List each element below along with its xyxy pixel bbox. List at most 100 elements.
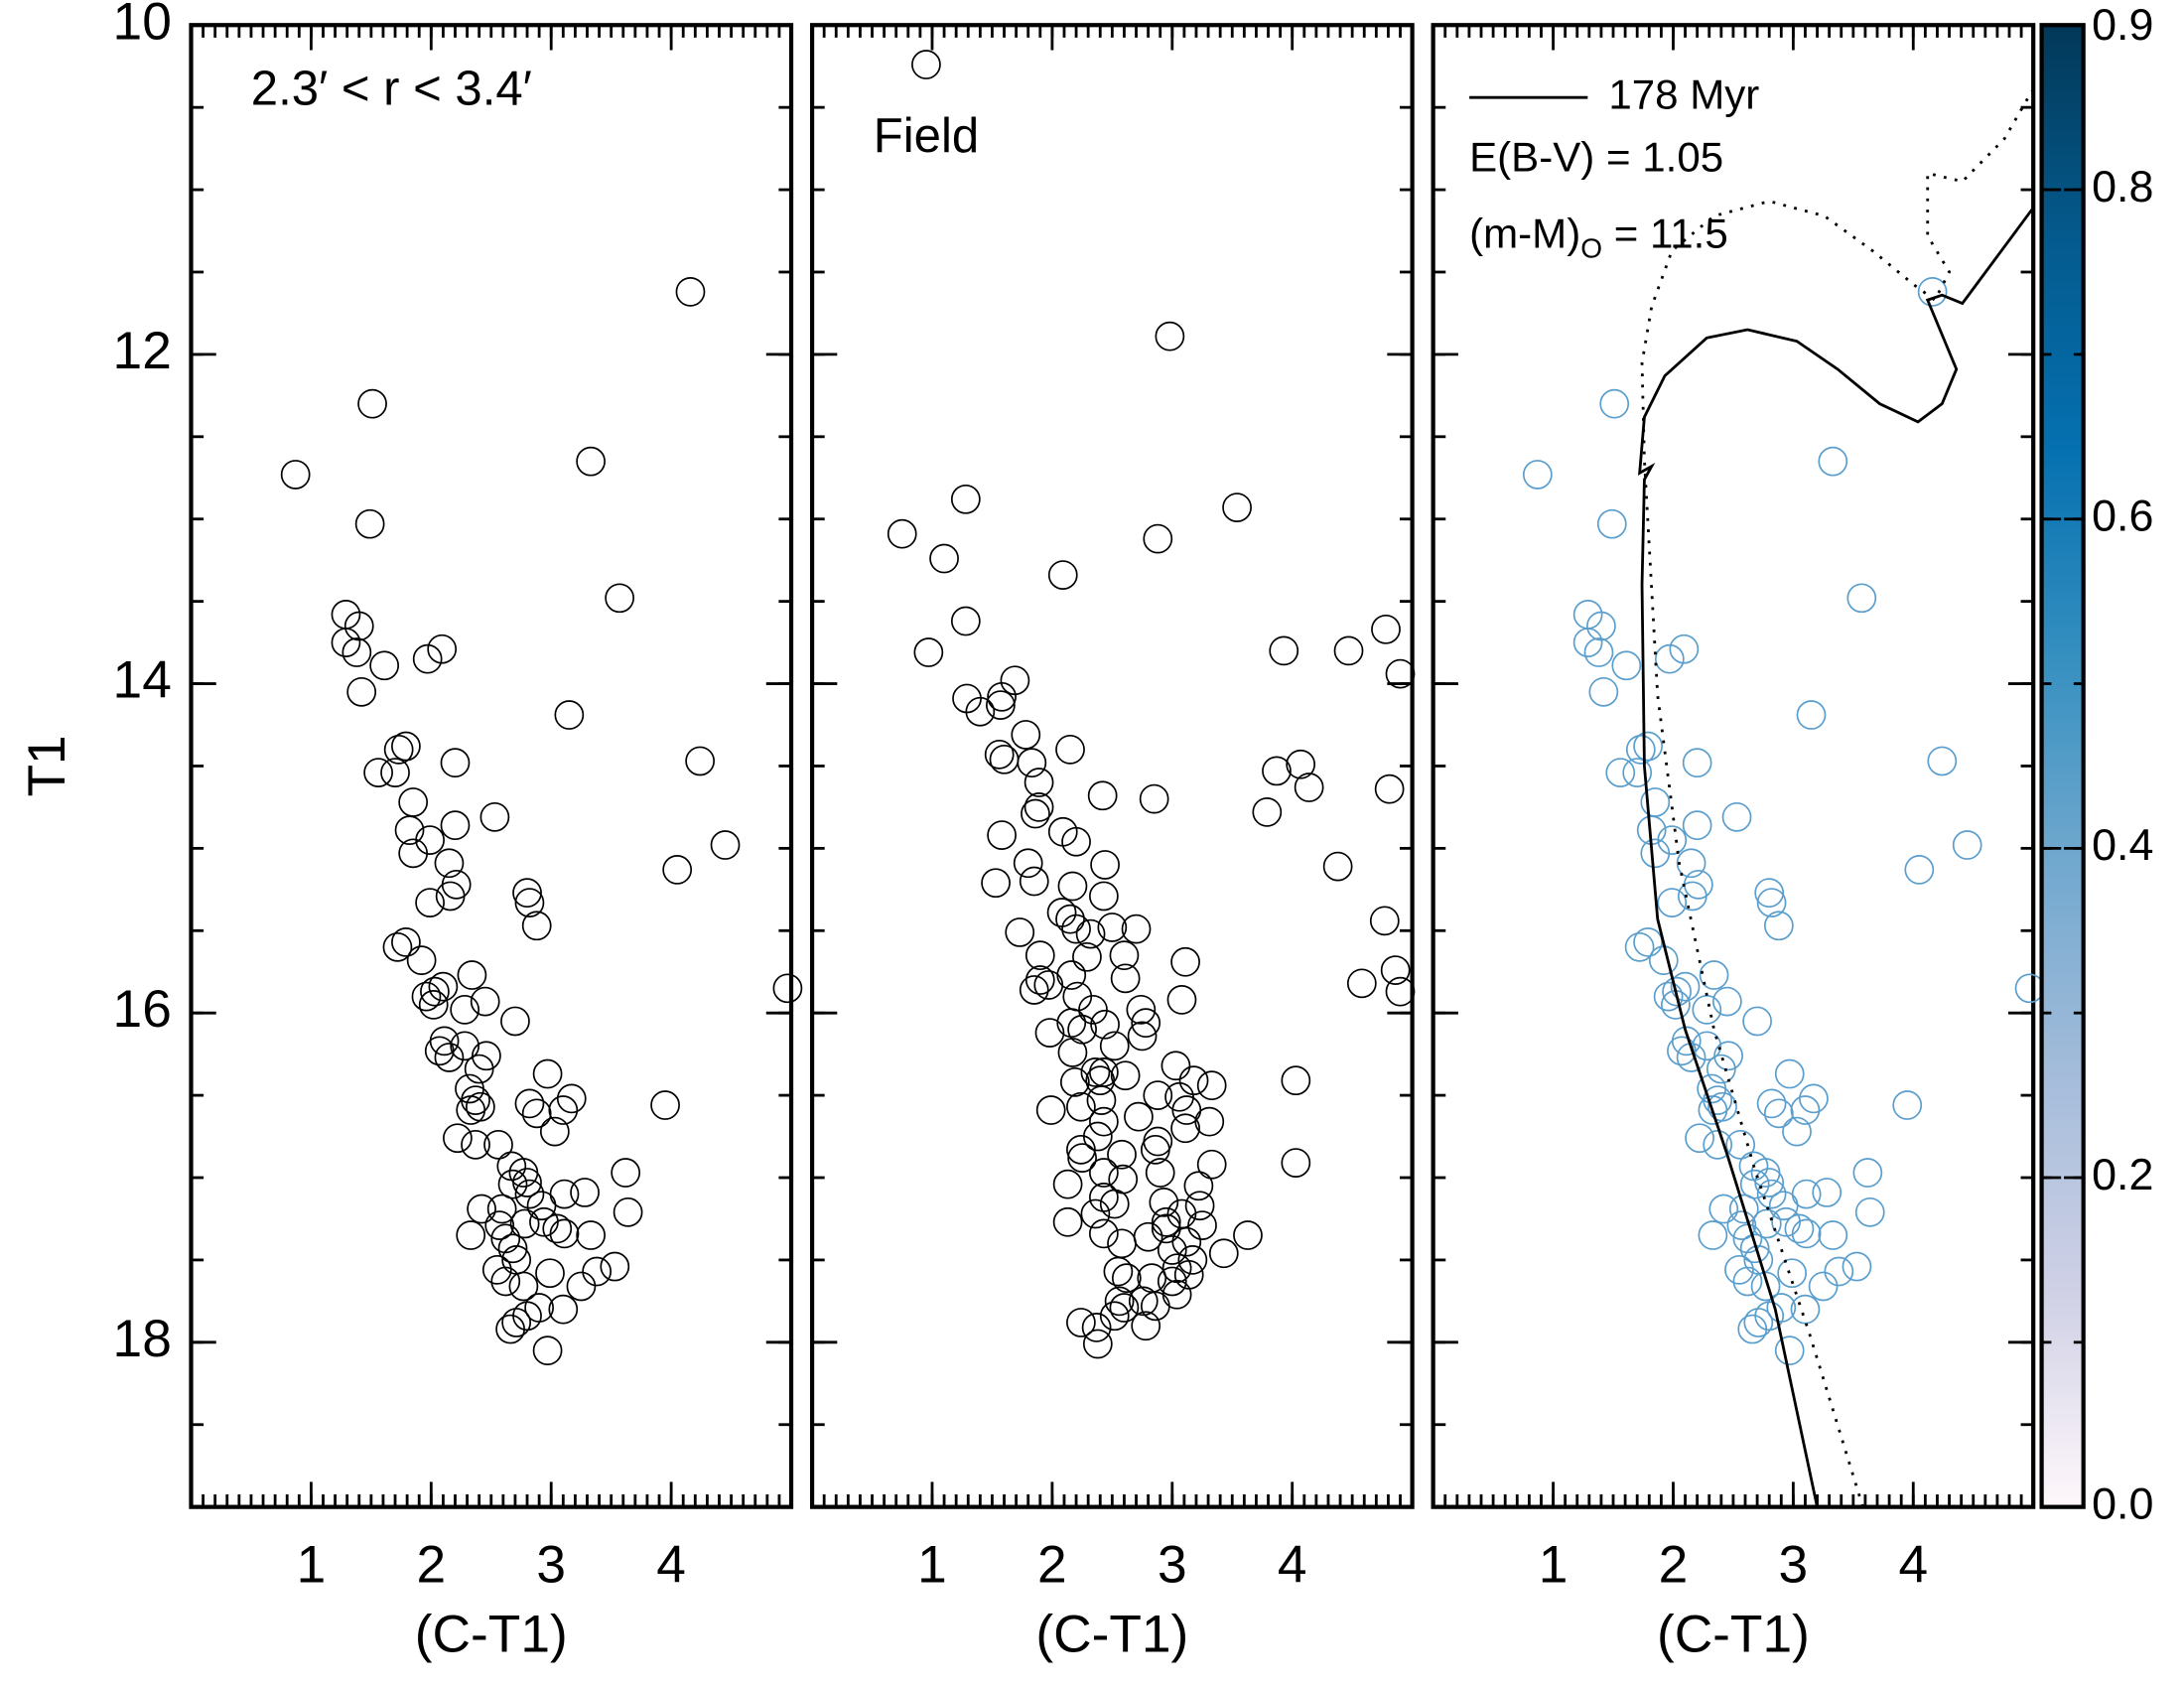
star-marker [1662, 976, 1692, 1007]
star-marker [1196, 1149, 1227, 1180]
x-tick-label: 3 [536, 1535, 566, 1594]
star-marker [1725, 1129, 1756, 1160]
panel: 1 2 3 4 (C-T1) Field [809, 23, 1416, 1664]
star-marker [1812, 1178, 1843, 1207]
star-marker [549, 1218, 580, 1249]
x-tick-label: 3 [1158, 1535, 1187, 1594]
star-marker [398, 838, 429, 869]
star-marker [1000, 665, 1030, 696]
star-marker [1082, 1121, 1113, 1152]
star-marker [984, 739, 1015, 770]
star-marker [1385, 976, 1416, 1007]
star-marker [1121, 914, 1152, 944]
star-marker [1371, 614, 1401, 644]
star-marker [1380, 955, 1411, 985]
star-marker [1682, 748, 1712, 778]
star-marker [1726, 1210, 1757, 1240]
star-marker [1728, 1194, 1759, 1224]
star-marker [472, 1041, 501, 1071]
star-marker [1233, 1220, 1263, 1250]
star-marker [675, 277, 706, 307]
colorbar-tick-label: 0.8 [2092, 161, 2153, 211]
star-marker [1952, 830, 1982, 860]
star-marker [1385, 658, 1416, 689]
star-marker [1194, 1106, 1225, 1137]
star-marker [450, 995, 480, 1025]
star-marker [650, 1090, 680, 1120]
star-marker [532, 1058, 563, 1089]
star-marker [1751, 1208, 1782, 1239]
star-marker [548, 1294, 579, 1325]
star-marker [1066, 1134, 1096, 1165]
star-marker [457, 960, 487, 990]
star-marker [1657, 888, 1688, 917]
y-tick-label: 14 [113, 651, 172, 710]
star-marker [512, 878, 542, 909]
star-marker [1742, 1006, 1772, 1037]
star-marker [929, 543, 959, 574]
star-marker [514, 888, 545, 917]
star-marker [556, 1083, 587, 1114]
star-marker [398, 787, 429, 817]
star-marker [772, 973, 803, 1004]
star-marker [1286, 749, 1316, 779]
star-marker [1333, 635, 1364, 666]
star-marker [1790, 1294, 1821, 1325]
star-marker [950, 606, 981, 636]
star-marker [1178, 1065, 1209, 1096]
star-marker [1262, 756, 1292, 786]
star-marker [965, 696, 996, 727]
star-marker [1707, 1091, 1737, 1122]
star-marker [1149, 1188, 1179, 1217]
star-marker [613, 1196, 643, 1227]
star-marker [1927, 746, 1958, 776]
star-marker [1066, 1308, 1096, 1337]
star-marker [1171, 1226, 1202, 1257]
star-marker [1706, 1054, 1736, 1084]
star-marker [710, 830, 741, 860]
star-marker [1024, 792, 1054, 822]
star-marker [1013, 848, 1043, 879]
star-marker [363, 758, 393, 787]
star-marker [1047, 560, 1078, 590]
star-marker [1739, 1169, 1770, 1199]
star-marker [508, 1271, 539, 1302]
star-marker [1640, 838, 1671, 869]
star-marker [548, 1095, 579, 1125]
star-marker [1035, 1095, 1066, 1125]
star-marker [1061, 914, 1091, 944]
star-marker [341, 637, 372, 667]
star-marker [1177, 1245, 1208, 1275]
star-marker [382, 931, 413, 962]
star-marker [1208, 1238, 1239, 1269]
star-marker [1034, 1018, 1065, 1048]
star-marker [1599, 388, 1630, 419]
star-marker [1791, 1218, 1822, 1249]
star-marker [1082, 1329, 1113, 1359]
star-marker [554, 700, 585, 730]
star-marker [1281, 1065, 1311, 1096]
star-marker [1624, 931, 1655, 962]
star-marker [346, 676, 377, 707]
panel-label: 2.3′ < r < 3.4′ [251, 63, 532, 116]
star-marker [406, 945, 437, 975]
star-marker [369, 650, 400, 681]
star-marker [1107, 1139, 1137, 1170]
star-marker [461, 1129, 490, 1160]
star-marker [456, 1220, 486, 1250]
annotation-text: (m-M) [1469, 211, 1580, 257]
star-marker [391, 731, 421, 762]
star-marker [1157, 1266, 1187, 1297]
x-axis-label: (C-T1) [415, 1606, 568, 1664]
star-marker [1756, 1088, 1787, 1119]
star-marker [481, 1255, 512, 1285]
panel-label: Field [874, 109, 979, 163]
star-marker [1222, 492, 1252, 522]
star-marker [428, 971, 459, 1002]
star-marker [539, 1116, 570, 1147]
star-marker [1072, 941, 1102, 972]
x-tick-label: 1 [917, 1535, 947, 1594]
star-marker [1089, 881, 1119, 912]
star-marker [1107, 1228, 1137, 1259]
star-marker [1170, 946, 1200, 977]
